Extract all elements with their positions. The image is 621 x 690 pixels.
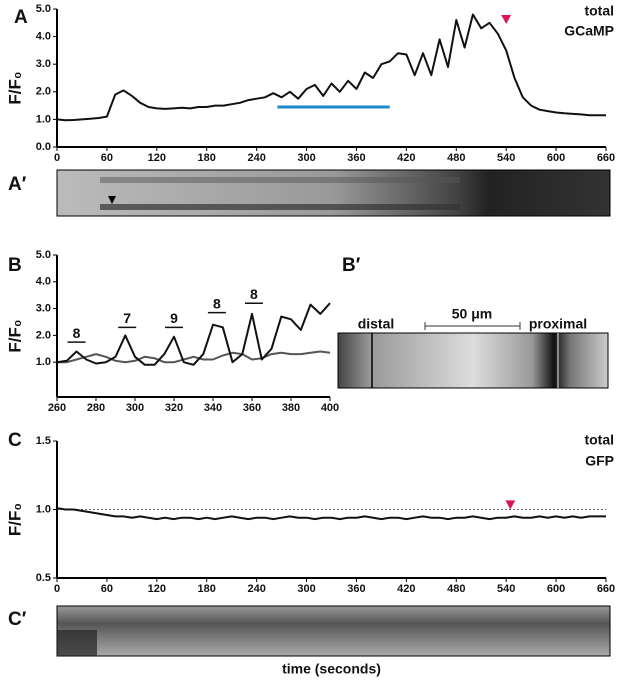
x-tick-label: 480 xyxy=(447,583,465,595)
cycle-label: 8 xyxy=(250,286,258,302)
y-tick-label: 4.0 xyxy=(36,31,51,43)
x-tick-label: 340 xyxy=(204,402,222,414)
cycle-label: 9 xyxy=(170,310,178,326)
x-tick-label: 660 xyxy=(597,152,615,164)
y-axis-label: F/F₀ xyxy=(5,319,24,352)
x-tick-label: 480 xyxy=(447,152,465,164)
x-tick-label: 320 xyxy=(165,402,183,414)
y-tick-label: 3.0 xyxy=(36,58,51,70)
y-tick-label: 1.0 xyxy=(36,503,51,515)
data-line xyxy=(56,302,331,366)
x-tick-label: 120 xyxy=(148,152,166,164)
x-tick-label: 420 xyxy=(397,152,415,164)
panel-label: C′ xyxy=(8,609,27,630)
y-tick-label: 2.0 xyxy=(36,86,51,98)
x-tick-label: 400 xyxy=(321,402,339,414)
y-tick-label: 1.0 xyxy=(36,356,51,368)
x-tick-label: 540 xyxy=(497,152,515,164)
annotation: total xyxy=(584,3,614,19)
y-tick-label: 1.0 xyxy=(36,113,51,125)
scale-label: 50 μm xyxy=(452,306,492,322)
x-tick-label: 0 xyxy=(54,152,60,164)
x-tick-label: 240 xyxy=(247,583,265,595)
cycle-label: 8 xyxy=(73,325,81,341)
panel-label: B′ xyxy=(342,255,361,276)
marker xyxy=(505,500,516,510)
x-tick-label: 120 xyxy=(148,583,166,595)
x-tick-label: 300 xyxy=(126,402,144,414)
x-tick-label: 240 xyxy=(247,152,265,164)
x-tick-label: 300 xyxy=(297,152,315,164)
panel-label: A xyxy=(14,7,28,28)
kymograph-a xyxy=(56,169,611,217)
x-tick-label: 180 xyxy=(198,152,216,164)
annotation: GCaMP xyxy=(564,23,614,39)
y-tick-label: 0.0 xyxy=(36,141,51,153)
kymograph-b xyxy=(337,322,609,389)
y-tick-label: 1.5 xyxy=(36,435,51,447)
y-tick-label: 0.5 xyxy=(36,572,51,584)
x-tick-label: 380 xyxy=(282,402,300,414)
x-tick-label: 260 xyxy=(48,402,66,414)
data-line xyxy=(57,350,331,364)
x-axis-label: time (seconds) xyxy=(282,661,381,677)
kymograph-c xyxy=(56,605,611,657)
x-tick-label: 360 xyxy=(347,152,365,164)
x-tick-label: 360 xyxy=(243,402,261,414)
y-tick-label: 5.0 xyxy=(36,3,51,15)
x-tick-label: 0 xyxy=(54,583,60,595)
x-tick-label: 360 xyxy=(347,583,365,595)
x-tick-label: 300 xyxy=(297,583,315,595)
marker xyxy=(501,15,512,25)
x-tick-label: 60 xyxy=(101,583,113,595)
annotation: GFP xyxy=(585,453,614,469)
x-tick-label: 280 xyxy=(87,402,105,414)
panel-label: A′ xyxy=(8,174,27,195)
y-axis-label: F/F₀ xyxy=(5,503,24,536)
y-tick-label: 2.0 xyxy=(36,329,51,341)
y-tick-label: 5.0 xyxy=(36,249,51,261)
image-label: proximal xyxy=(529,316,587,332)
x-tick-label: 600 xyxy=(547,583,565,595)
image-label: distal xyxy=(358,316,395,332)
x-tick-label: 660 xyxy=(597,583,615,595)
data-line xyxy=(56,13,606,122)
panel-label: B xyxy=(8,255,22,276)
y-axis-label: F/F₀ xyxy=(5,71,24,104)
annotation: total xyxy=(584,432,614,448)
x-tick-label: 600 xyxy=(547,152,565,164)
x-tick-label: 420 xyxy=(397,583,415,595)
x-tick-label: 60 xyxy=(101,152,113,164)
x-tick-label: 180 xyxy=(198,583,216,595)
cycle-label: 8 xyxy=(213,295,221,311)
y-tick-label: 4.0 xyxy=(36,276,51,288)
panel-label: C xyxy=(8,430,22,451)
data-line xyxy=(56,507,606,521)
x-tick-label: 540 xyxy=(497,583,515,595)
cycle-label: 7 xyxy=(123,310,131,326)
y-tick-label: 3.0 xyxy=(36,302,51,314)
